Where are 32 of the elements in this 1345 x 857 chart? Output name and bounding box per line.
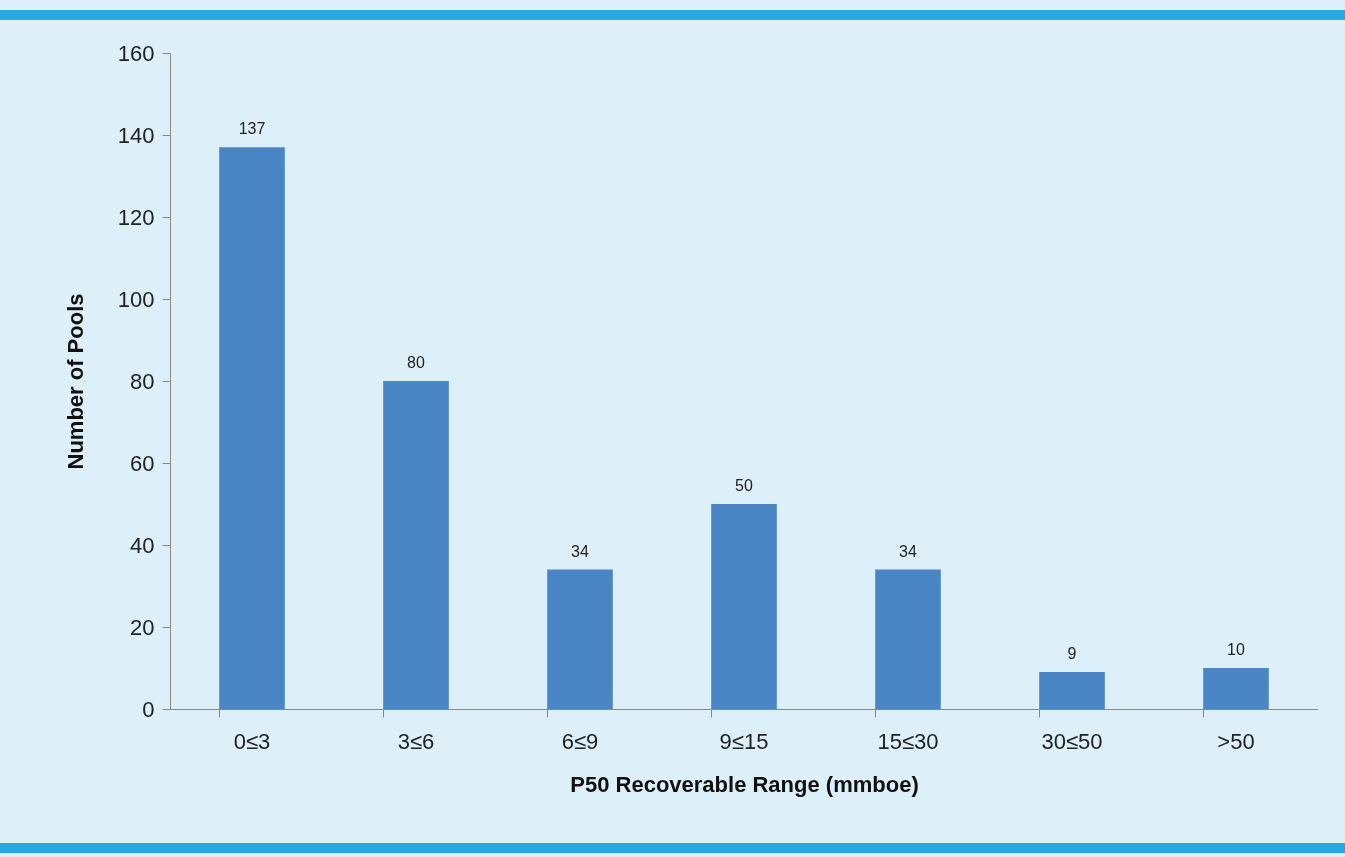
y-tick-label: 100 — [117, 286, 155, 312]
bar — [711, 504, 777, 709]
x-axis-title: P50 Recoverable Range (mmboe) — [570, 771, 919, 797]
y-tick-label: 60 — [130, 450, 155, 476]
x-tick-label: >50 — [1217, 728, 1255, 754]
y-tick-label: 160 — [117, 40, 155, 66]
data-label: 10 — [1227, 641, 1245, 658]
data-label: 137 — [238, 120, 266, 138]
y-tick-label: 20 — [130, 614, 155, 640]
bar — [547, 569, 613, 709]
x-tick-label: 15≤30 — [877, 728, 939, 754]
data-label: 9 — [1067, 645, 1077, 663]
bar — [383, 381, 449, 709]
y-tick-label: 120 — [117, 204, 155, 230]
y-axis-title: Number of Pools — [62, 293, 88, 470]
y-tick-label: 0 — [142, 696, 155, 722]
data-label: 80 — [407, 354, 425, 371]
y-tick-label: 40 — [130, 532, 155, 558]
data-label: 34 — [899, 542, 917, 560]
x-tick-label: 9≤15 — [719, 728, 769, 754]
y-tick-label: 140 — [117, 122, 155, 148]
x-tick-label: 30≤50 — [1041, 728, 1103, 754]
bar — [219, 147, 285, 709]
x-tick-label: 3≤6 — [397, 728, 435, 754]
x-tick-label: 6≤9 — [561, 728, 599, 754]
y-tick-label: 80 — [130, 368, 155, 394]
data-label: 50 — [735, 477, 753, 494]
x-tick-label: 0≤3 — [233, 728, 271, 754]
bar — [875, 569, 941, 709]
bar — [1039, 672, 1105, 709]
data-label: 34 — [571, 542, 589, 560]
bar — [1203, 668, 1269, 709]
